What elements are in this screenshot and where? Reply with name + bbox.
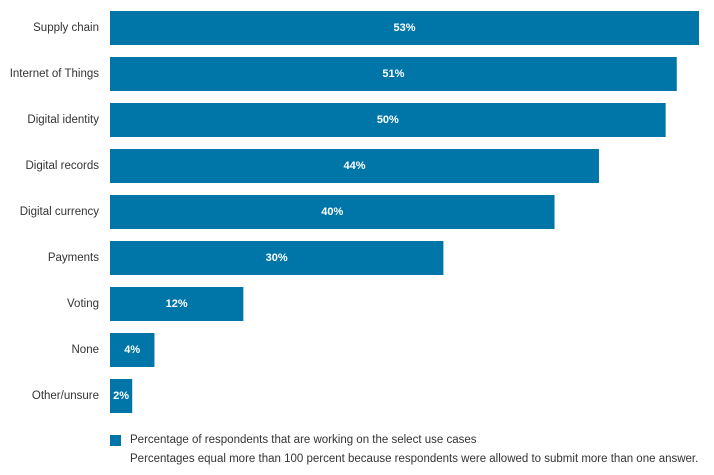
bar-digital-identity <box>110 103 666 137</box>
chart-legend: Percentage of respondents that are worki… <box>110 431 698 469</box>
category-label: Internet of Things <box>10 68 100 80</box>
bar-none <box>110 333 155 367</box>
bar-other-unsure <box>110 379 133 413</box>
value-label: 44% <box>343 160 365 172</box>
category-label: None <box>72 344 100 356</box>
category-label: Voting <box>67 298 99 310</box>
bar-voting <box>110 287 244 321</box>
bar-chart: Supply chain 53% Internet of Things 51% Digi… <box>10 11 699 413</box>
category-label: Payments <box>48 252 99 264</box>
bar-digital-records <box>110 149 599 183</box>
value-label: 51% <box>382 68 404 80</box>
value-label: 4% <box>124 344 140 356</box>
value-label: 40% <box>321 206 343 218</box>
category-label: Digital identity <box>27 114 99 126</box>
category-label: Other/unsure <box>32 390 99 402</box>
bar-payments <box>110 241 444 275</box>
category-label: Digital currency <box>20 206 99 218</box>
bar-digital-currency <box>110 195 555 229</box>
bar-internet-of-things <box>110 57 677 91</box>
legend-swatch <box>110 435 121 446</box>
value-label: 30% <box>266 252 288 264</box>
category-label: Digital records <box>26 160 100 172</box>
value-label: 12% <box>166 298 188 310</box>
bar-supply-chain <box>110 11 699 45</box>
value-label: 2% <box>113 390 129 402</box>
value-label: 50% <box>377 114 399 126</box>
category-label: Supply chain <box>33 22 99 34</box>
legend-note: Percentages equal more than 100 percent … <box>130 453 699 465</box>
value-label: 53% <box>393 22 415 34</box>
legend-label: Percentage of respondents that are worki… <box>130 434 477 446</box>
legend-entry: Percentage of respondents that are worki… <box>110 431 698 450</box>
